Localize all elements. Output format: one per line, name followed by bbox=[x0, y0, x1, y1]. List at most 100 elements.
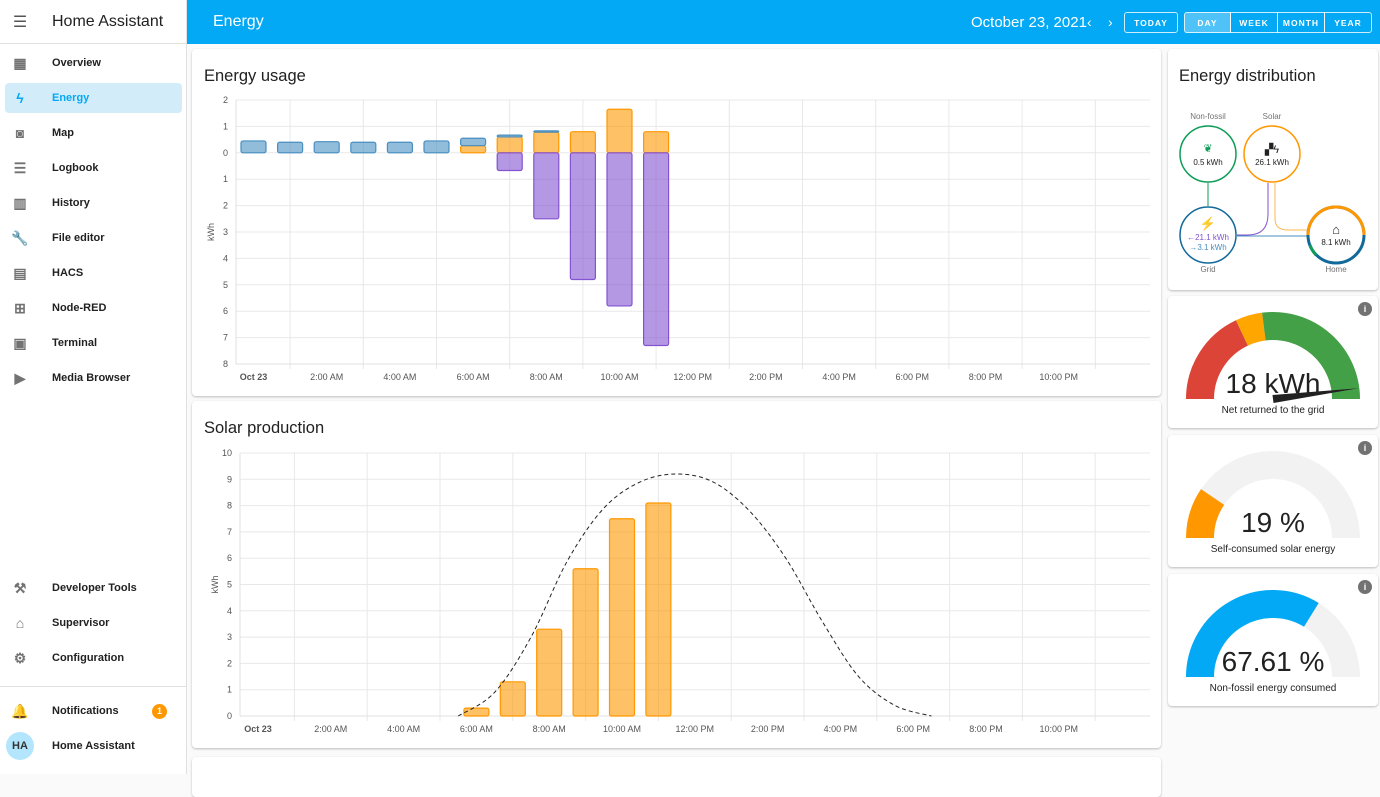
sidebar-item-supervisor[interactable]: ⌂ Supervisor bbox=[5, 608, 182, 638]
gauge-segment-orange bbox=[1235, 312, 1267, 346]
top-bar: Energy October 23, 2021 ‹ › TODAY DAY WE… bbox=[187, 0, 1380, 44]
wrench-icon: 🔧 bbox=[11, 229, 29, 246]
home-icon: ⌂ bbox=[1332, 222, 1340, 237]
info-icon[interactable]: i bbox=[1358, 441, 1372, 455]
y-tick-label: 4 bbox=[227, 606, 232, 616]
divider bbox=[0, 686, 186, 687]
chevron-left-icon[interactable]: ‹ bbox=[1087, 14, 1092, 30]
x-tick-label: 6:00 PM bbox=[896, 372, 930, 382]
bar-returned-to-grid bbox=[606, 152, 633, 307]
solar-to-home-flow bbox=[1274, 183, 1308, 231]
x-tick-label: 2:00 AM bbox=[310, 372, 343, 382]
grid-circle[interactable] bbox=[1179, 206, 1237, 264]
x-tick-label: 4:00 PM bbox=[824, 724, 858, 734]
hammer-icon: ⚒ bbox=[13, 579, 27, 596]
notification-badge: 1 bbox=[152, 703, 167, 719]
gauge-fill bbox=[1186, 590, 1319, 678]
x-tick-label: 2:00 AM bbox=[314, 724, 347, 734]
bar-solar bbox=[496, 136, 523, 154]
sidebar-item-map[interactable]: ◙ Map bbox=[5, 118, 182, 148]
y-tick-label: 8 bbox=[223, 359, 228, 369]
sidebar-item-label: Home Assistant bbox=[52, 740, 135, 752]
sidebar-item-file-editor[interactable]: 🔧 File editor bbox=[5, 223, 182, 253]
y-tick-label: 1 bbox=[223, 174, 228, 184]
solar-value: 26.1 kWh bbox=[1255, 158, 1289, 167]
sidebar-item-hacs[interactable]: ▤ HACS bbox=[5, 258, 182, 288]
y-axis-label: kWh bbox=[206, 223, 216, 241]
distribution-diagram: ❦ ▞ϟ ⚡ ⌂ bbox=[1179, 125, 1366, 265]
x-tick-label: 6:00 AM bbox=[457, 372, 490, 382]
gauge bbox=[1186, 590, 1360, 678]
lightning-icon: ϟ bbox=[16, 90, 24, 106]
y-tick-label: 1 bbox=[223, 121, 228, 131]
y-tick-label: 6 bbox=[227, 553, 232, 563]
date-label: October 23, 2021 bbox=[971, 13, 1087, 31]
sidebar-item-profile[interactable]: HA Home Assistant bbox=[5, 731, 182, 761]
sidebar-header: ☰ Home Assistant bbox=[0, 0, 186, 44]
x-tick-label: 8:00 PM bbox=[969, 372, 1003, 382]
gauge-segment-red bbox=[1186, 320, 1249, 400]
sidebar-item-label: HACS bbox=[52, 267, 84, 279]
gauge-value: 18 kWh bbox=[1225, 368, 1321, 399]
net-returned-gauge-card: i 18 kWh Net returned to the grid bbox=[1168, 296, 1378, 428]
bar-returned-to-grid bbox=[533, 152, 560, 220]
card-title: Solar production bbox=[204, 419, 325, 437]
bar-grid-consumption bbox=[350, 141, 377, 154]
info-icon[interactable]: i bbox=[1358, 302, 1372, 316]
period-month-button[interactable]: MONTH bbox=[1277, 12, 1325, 33]
y-tick-label: 8 bbox=[227, 501, 232, 511]
y-tick-label: 7 bbox=[223, 333, 228, 343]
bar-grid-consumption bbox=[240, 140, 267, 154]
sidebar-item-configuration[interactable]: ⚙ Configuration bbox=[5, 643, 182, 673]
gauge-label: Non-fossil energy consumed bbox=[1209, 683, 1337, 694]
non-fossil-circle[interactable] bbox=[1179, 125, 1237, 183]
bar-returned-to-grid bbox=[569, 152, 596, 281]
x-tick-label: 4:00 AM bbox=[387, 724, 420, 734]
energy-distribution-card: Energy distribution ❦ ▞ϟ ⚡ ⌂ Non-fossil … bbox=[1168, 49, 1378, 290]
sidebar-item-media-browser[interactable]: ▶ Media Browser bbox=[5, 363, 182, 393]
bar-solar-production bbox=[499, 681, 526, 717]
y-axis-label: kWh bbox=[210, 576, 220, 594]
today-button[interactable]: TODAY bbox=[1124, 12, 1178, 33]
sidebar-item-label: Node-RED bbox=[52, 302, 107, 314]
solar-production-card: Solar production 10 9 8 7 6 5 4 3 2 1 0 Oct 23 2:00 … bbox=[192, 401, 1161, 748]
bar-solar bbox=[643, 131, 670, 154]
chevron-right-icon[interactable]: › bbox=[1108, 14, 1113, 30]
y-tick-label: 2 bbox=[227, 658, 232, 668]
info-icon[interactable]: i bbox=[1358, 580, 1372, 594]
non-fossil-gauge-card: i 67.61 % Non-fossil energy consumed bbox=[1168, 574, 1378, 706]
card-title: Energy distribution bbox=[1179, 67, 1316, 85]
bar-solar-production bbox=[572, 568, 599, 717]
sidebar: ☰ Home Assistant ▦ Overview ϟ Energy ◙ Map ☰ Lo… bbox=[0, 0, 187, 774]
avatar: HA bbox=[6, 732, 34, 760]
y-tick-label: 4 bbox=[223, 253, 228, 263]
sidebar-item-terminal[interactable]: ▣ Terminal bbox=[5, 328, 182, 358]
sidebar-item-label: Overview bbox=[52, 57, 101, 69]
sidebar-item-notifications[interactable]: 🔔 Notifications 1 bbox=[5, 696, 182, 726]
sidebar-item-node-red[interactable]: ⊞ Node-RED bbox=[5, 293, 182, 323]
sidebar-item-history[interactable]: ▥ History bbox=[5, 188, 182, 218]
x-tick-label: Oct 23 bbox=[240, 372, 268, 382]
solar-circle[interactable] bbox=[1243, 125, 1301, 183]
period-day-button[interactable]: DAY bbox=[1184, 12, 1231, 33]
sidebar-item-logbook[interactable]: ☰ Logbook bbox=[5, 153, 182, 183]
leaf-icon: ❦ bbox=[1203, 143, 1212, 155]
play-box-icon: ▶ bbox=[14, 369, 26, 386]
period-week-button[interactable]: WEEK bbox=[1230, 12, 1278, 33]
sidebar-item-energy[interactable]: ϟ Energy bbox=[5, 83, 182, 113]
sidebar-item-developer-tools[interactable]: ⚒ Developer Tools bbox=[5, 573, 182, 603]
y-tick-label: 10 bbox=[222, 448, 232, 458]
x-tick-label: 8:00 AM bbox=[530, 372, 563, 382]
self-consumed-gauge-card: i 19 % Self-consumed solar energy bbox=[1168, 435, 1378, 567]
console-icon: ▣ bbox=[13, 334, 27, 351]
menu-icon[interactable]: ☰ bbox=[12, 13, 28, 31]
y-tick-label: 0 bbox=[227, 711, 232, 721]
dashboard-icon: ▦ bbox=[13, 54, 27, 71]
solar-to-grid-flow bbox=[1237, 183, 1269, 236]
period-year-button[interactable]: YEAR bbox=[1324, 12, 1372, 33]
sidebar-item-overview[interactable]: ▦ Overview bbox=[5, 48, 182, 78]
non-fossil-label: Non-fossil bbox=[1190, 112, 1226, 121]
bar-grid-consumption bbox=[460, 137, 487, 147]
sidebar-item-label: Terminal bbox=[52, 337, 98, 349]
